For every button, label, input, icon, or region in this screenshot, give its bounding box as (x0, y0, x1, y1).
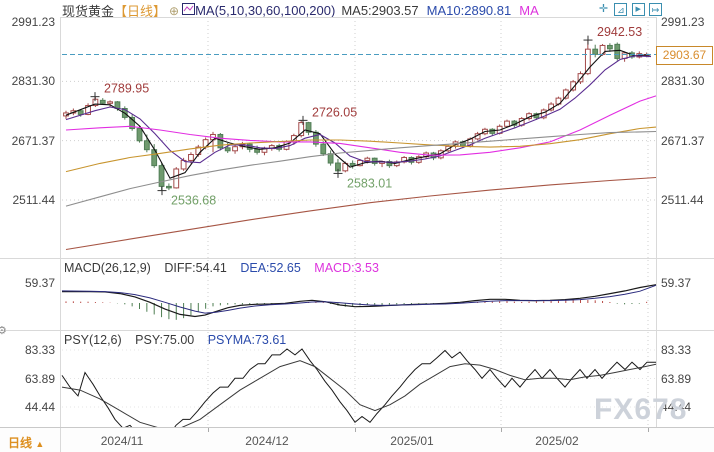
ma-line-MA100 (65, 130, 657, 207)
ma-more-label: MA (519, 3, 539, 18)
axis-tick (355, 428, 356, 432)
macd-separator (0, 258, 714, 259)
axis-label: 44.44 (661, 400, 692, 415)
time-axis-bar: 日线 ▲ 2024/11 2024/12 2025/01 2025/02 (0, 427, 714, 452)
axis-label: 59.37 (661, 276, 692, 290)
extreme-price-label: 2536.68 (171, 194, 216, 208)
add-indicator-icon[interactable]: ⊕ (169, 3, 180, 18)
axis-label: 2831.30 (11, 74, 55, 89)
export-icon[interactable]: ↦ (649, 3, 663, 16)
macd-panel[interactable] (61, 260, 657, 330)
axis-tick (208, 428, 209, 432)
instrument-title: 现货黄金 (62, 4, 115, 19)
axis-label: 2511.44 (12, 192, 56, 207)
axis-label: 2831.30 (661, 74, 705, 89)
ma-line-MA200 (65, 176, 657, 251)
right-plot-border (656, 17, 657, 427)
macd-name-label[interactable]: MACD(26,12,9) (64, 261, 151, 275)
ma-line-MA60 (65, 126, 657, 173)
current-price-tag: 2903.67 (656, 46, 713, 65)
bar-separator (60, 428, 61, 452)
axis-tick (648, 428, 649, 432)
axis-label: 44.44 (24, 400, 55, 415)
psy-name-label[interactable]: PSY(12,6) (64, 333, 122, 347)
axis-tick (501, 428, 502, 432)
play-forward-icon[interactable]: ▶ (631, 3, 645, 16)
axis-label: 2511.44 (661, 192, 704, 207)
chart-header: 现货黄金【日线】 ⊕ MA(5,10,30,60,100,200) MA5:2903.… (62, 1, 539, 20)
macd-dea-line (61, 284, 657, 314)
macd-dea-label: DEA:52.65 (240, 261, 301, 275)
axis-label: 2671.37 (11, 133, 55, 148)
extreme-price-label: 2789.95 (104, 82, 149, 96)
month-label: 2024/12 (245, 434, 289, 448)
macd-diff-label: DIFF:54.41 (164, 261, 227, 275)
month-label: 2024/11 (100, 434, 144, 448)
header-separator (60, 17, 656, 18)
axis-label: 2991.23 (661, 15, 705, 29)
left-plot-border (60, 17, 61, 427)
ma10-value-label: MA10:2890.81 (426, 3, 512, 18)
ma-line-MA30 (65, 95, 657, 156)
psy-value-label: PSY:75.00 (135, 333, 195, 347)
candle-chart-icon[interactable] (182, 2, 196, 15)
main-price-panel[interactable]: 2789.95 2536.68 2726.05 2583.01 2942.53 (62, 17, 657, 258)
axis-label: 83.33 (661, 343, 692, 357)
macd-value-label: MACD:3.53 (314, 261, 379, 275)
watermark: FX678 (594, 393, 688, 426)
period-tag: 【日线】 (114, 4, 167, 19)
ma-settings-label[interactable]: MA(5,10,30,60,100,200) (195, 3, 336, 18)
psyma-line (61, 360, 657, 429)
extreme-price-label: 2942.53 (597, 25, 642, 39)
psy-separator (0, 330, 714, 331)
macd-header: MACD(26,12,9) DIFF:54.41 DEA:52.65 MACD:… (64, 261, 379, 275)
axis-label: 63.89 (24, 371, 55, 386)
month-label: 2025/02 (535, 434, 579, 448)
crosshair-icon[interactable]: ✛ (598, 3, 609, 15)
axis-label: 83.33 (24, 343, 55, 357)
extreme-price-label: 2583.01 (347, 176, 392, 190)
axis-label: 2671.37 (661, 133, 705, 148)
month-label: 2025/01 (390, 434, 434, 448)
psy-header: PSY(12,6) PSY:75.00 PSYMA:73.61 (64, 333, 286, 347)
axis-label: 2991.23 (11, 15, 55, 29)
ma-line-MA5 (65, 49, 652, 179)
axis-label: 63.89 (661, 371, 692, 386)
chart-toolbar: ✛ ⊿ ▶ ↦ (597, 3, 663, 17)
ma5-value-label: MA5:2903.57 (341, 3, 419, 18)
indicator-settings-icon[interactable]: ⚙ (0, 325, 7, 337)
ma-line-MA10 (65, 55, 652, 164)
extreme-price-label: 2726.05 (312, 105, 357, 119)
psyma-value-label: PSYMA:73.61 (207, 333, 287, 347)
psy-line (61, 348, 656, 438)
axis-label: 59.37 (24, 276, 55, 290)
period-selector[interactable]: 日线 ▲ (8, 436, 45, 450)
split-panel-icon[interactable]: ⊿ (614, 3, 628, 16)
